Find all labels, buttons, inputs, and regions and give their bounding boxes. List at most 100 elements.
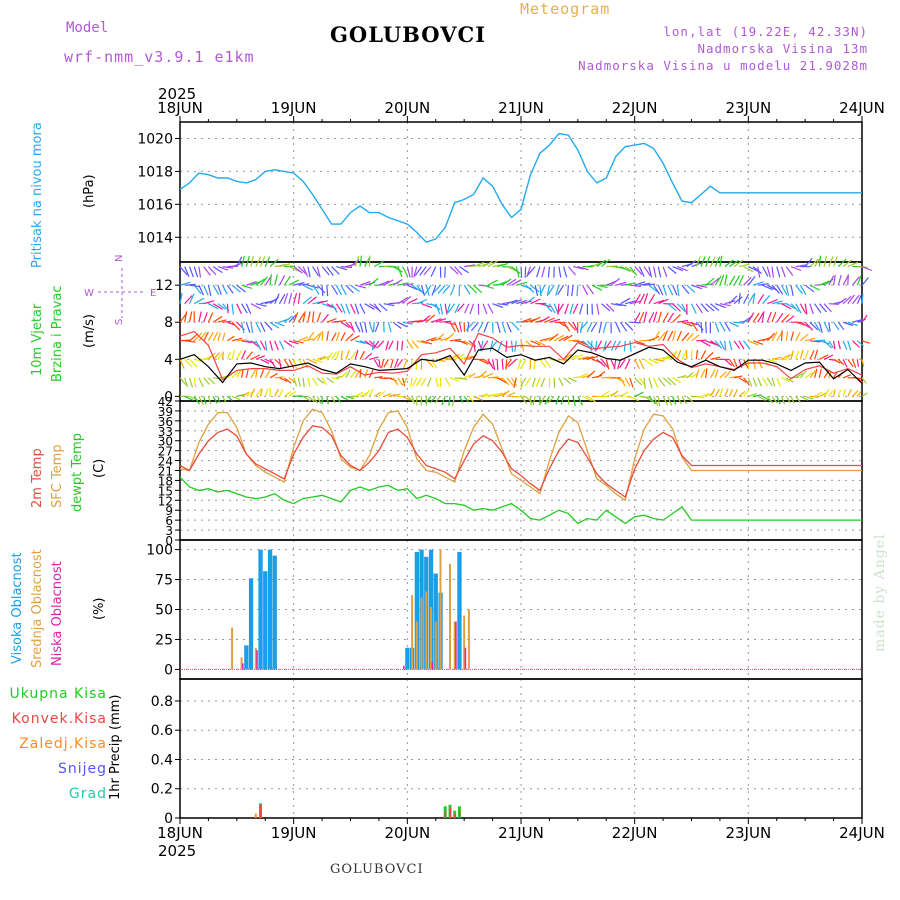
y-tick-label: 6 <box>165 514 173 528</box>
footer-station: GOLUBOVCI <box>330 862 424 877</box>
wind-arrow <box>591 375 603 379</box>
wind-arrow <box>861 392 868 397</box>
wind-arrow <box>459 377 468 381</box>
wind-arrow <box>198 332 207 342</box>
wind-arrow <box>207 331 214 342</box>
wind-arrow <box>833 256 838 267</box>
wind-arrow <box>814 321 821 332</box>
wind-arrow <box>340 350 344 360</box>
wind-arrow <box>785 303 796 310</box>
wind-arrow <box>847 340 852 351</box>
wind-arrow <box>458 396 464 404</box>
wind-arrow <box>402 283 414 286</box>
wind-arrow <box>419 266 427 276</box>
wind-arrow <box>710 340 720 347</box>
panel-frame <box>179 678 863 819</box>
cloud-mid-bar <box>411 595 414 670</box>
wind-arrow <box>648 284 658 293</box>
wind-arrow <box>700 393 710 397</box>
cloud-mid-bar <box>415 621 418 670</box>
wind-arrow <box>283 377 292 384</box>
wind-arrow <box>719 255 723 267</box>
wind-arrow <box>454 303 460 314</box>
wind-arrow <box>368 322 374 333</box>
wind-arrow <box>497 303 509 306</box>
wind-arrow <box>415 377 423 387</box>
wind-arrow <box>705 277 715 286</box>
wind-arrow <box>638 359 645 370</box>
wind-arrow <box>298 283 310 286</box>
cloud-mid-bar <box>463 615 466 670</box>
wind-arrow <box>724 370 731 379</box>
wind-arrow <box>427 377 432 387</box>
wind-arrow <box>312 358 323 363</box>
wind-arrow <box>586 284 595 295</box>
x-day-label: 24JUN <box>839 99 885 117</box>
wind-arrow <box>435 377 439 388</box>
wind-arrow <box>657 284 664 296</box>
wind-arrow <box>653 377 659 389</box>
wind-arrow <box>392 266 403 273</box>
wind-arrow <box>354 303 360 315</box>
wind-arrow <box>463 284 471 295</box>
wind-arrow <box>634 281 646 286</box>
wind-arrow <box>676 330 682 342</box>
wind-arrow <box>757 283 769 286</box>
wind-arrow <box>274 376 284 379</box>
wind-arrow <box>596 358 606 367</box>
wind-arrow <box>198 284 205 296</box>
wind-arrow <box>297 312 305 323</box>
wind-arrow <box>203 284 209 296</box>
wind-arrow <box>373 260 385 268</box>
wind-arrow <box>852 390 859 397</box>
wind-arrow <box>709 256 716 267</box>
wind-arrow <box>582 395 592 402</box>
wind-arrow <box>411 284 422 292</box>
wind-arrow <box>752 312 760 323</box>
wind-arrow <box>828 275 835 286</box>
wind-arrow <box>184 395 194 401</box>
wind-arrow <box>255 340 262 351</box>
y-tick-label: 36 <box>158 415 173 429</box>
wind-arrow <box>856 294 862 304</box>
y-tick-label: 0 <box>164 389 173 405</box>
wind-arrow <box>374 376 383 379</box>
wind-arrow <box>245 368 249 378</box>
wind-arrow <box>278 293 286 304</box>
wind-arrow <box>643 293 649 304</box>
wind-arrow <box>278 359 282 369</box>
wind-arrow <box>184 266 190 278</box>
wind-arrow <box>752 394 762 397</box>
wind-arrow <box>555 396 560 405</box>
wind-arrow <box>572 303 579 314</box>
wind-arrow <box>615 303 627 307</box>
wind-arrow <box>359 392 368 397</box>
y-tick-label: 1016 <box>137 197 173 213</box>
panel-frame <box>179 539 863 680</box>
wind-arrow <box>207 285 212 297</box>
wind-arrow <box>407 284 418 291</box>
product-title: Meteogram <box>520 0 611 18</box>
wind-arrow <box>644 283 656 286</box>
wind-arrow <box>283 340 293 347</box>
wind-arrow <box>179 292 183 304</box>
wind-arrow <box>842 388 847 397</box>
wind-arrow <box>376 340 385 349</box>
wind-arrow <box>231 303 234 315</box>
wind-arrow <box>203 266 211 276</box>
wind-arrow <box>478 393 489 397</box>
wind-arrow <box>530 298 541 305</box>
wind-arrow <box>524 377 532 387</box>
wind-arrow <box>179 377 187 386</box>
wind-arrow <box>748 393 757 397</box>
wind-arrow <box>539 396 546 405</box>
wind-arrow <box>695 369 700 378</box>
wind-arrow <box>469 303 475 315</box>
y-tick-label: 1014 <box>137 230 173 246</box>
wind-arrow <box>672 396 677 405</box>
wind-arrow <box>549 318 561 323</box>
wind-arrow <box>259 369 265 379</box>
wind-arrow <box>667 377 677 386</box>
wind-arrow <box>492 392 503 397</box>
wind-arrow <box>762 395 771 402</box>
